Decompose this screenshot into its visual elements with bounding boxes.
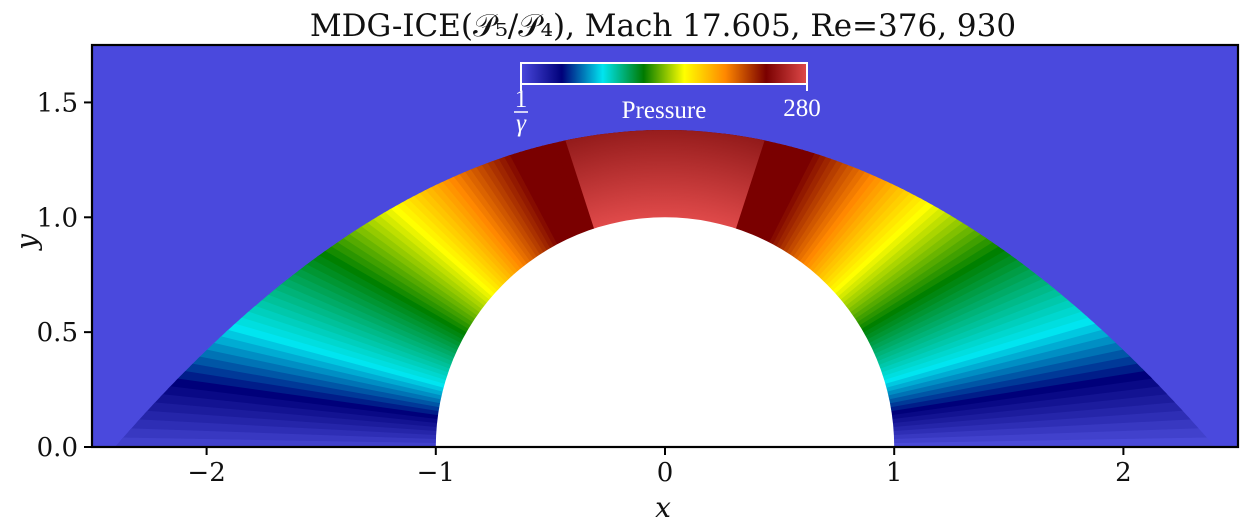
- pressure-wedge: [665, 130, 1216, 447]
- y-tick-label: 0.0: [37, 433, 78, 463]
- pressure-wedge: [114, 130, 665, 447]
- pressure-wedge: [114, 130, 665, 447]
- x-tick-label: 0: [657, 458, 674, 488]
- pressure-wedge: [665, 130, 1216, 447]
- pressure-wedge: [114, 373, 665, 447]
- pressure-wedge: [114, 130, 665, 447]
- pressure-wedge: [114, 130, 665, 447]
- y-axis-label: y: [10, 233, 43, 252]
- pressure-wedge: [114, 130, 665, 447]
- pressure-wedge: [114, 130, 665, 447]
- pressure-wedge: [665, 130, 1216, 447]
- pressure-wedge: [665, 130, 1216, 447]
- pressure-wedge: [114, 132, 665, 447]
- pressure-wedge: [114, 130, 665, 447]
- colorbar-min-numerator: 1: [515, 86, 528, 113]
- colorbar-min-denominator: γ: [516, 110, 527, 137]
- y-axis: 0.0 0.5 1.0 1.5: [37, 88, 92, 463]
- pressure-wedge: [114, 228, 665, 447]
- pressure-wedge: [665, 130, 1216, 447]
- pressure-wedge: [665, 130, 1216, 447]
- pressure-wedge: [114, 130, 665, 447]
- pressure-wedge: [665, 130, 1216, 447]
- pressure-wedge: [114, 130, 665, 447]
- pressure-wedge: [114, 130, 665, 447]
- x-tick-label: −2: [187, 458, 225, 488]
- cylinder-body: [435, 217, 895, 447]
- pressure-wedge: [114, 130, 665, 447]
- pressure-wedge: [114, 130, 665, 447]
- y-tick-label: 0.5: [37, 318, 78, 348]
- pressure-wedge: [114, 130, 665, 447]
- y-tick-label: 1.5: [37, 88, 78, 118]
- pressure-wedge: [114, 130, 665, 447]
- pressure-wedge: [114, 252, 665, 447]
- pressure-wedge: [114, 276, 665, 447]
- x-tick-label: −1: [417, 458, 455, 488]
- pressure-wedge: [114, 130, 665, 447]
- pressure-wedge: [665, 130, 1216, 447]
- pressure-wedge: [665, 130, 1216, 447]
- pressure-wedge: [665, 130, 1216, 447]
- pressure-wedge: [114, 130, 665, 447]
- plot-area: [92, 45, 1238, 447]
- pressure-wedge: [114, 130, 665, 447]
- pressure-wedge: [114, 398, 665, 447]
- pressure-wedge: [114, 130, 665, 447]
- pressure-wedge: [114, 179, 665, 447]
- pressure-wedge: [114, 130, 665, 447]
- pressure-wedge: [114, 203, 665, 447]
- pressure-wedge: [114, 130, 665, 447]
- pressure-wedge: [114, 130, 665, 447]
- colorbar-bar: [520, 62, 808, 85]
- pressure-wedge: [665, 130, 1216, 447]
- colorbar-label: Pressure: [622, 97, 707, 124]
- pressure-wedge: [665, 130, 1216, 447]
- pressure-wedge: [114, 130, 665, 447]
- x-axis-label: x: [655, 491, 671, 524]
- pressure-wedge: [114, 130, 665, 447]
- pressure-wedge: [114, 130, 665, 447]
- pressure-wedge: [114, 130, 665, 447]
- pressure-wedge: [114, 325, 665, 447]
- pressure-wedge: [114, 130, 665, 447]
- x-axis: −2 −1 0 1 2: [187, 447, 1132, 488]
- pressure-wedge: [114, 130, 665, 447]
- pressure-wedge: [114, 130, 665, 447]
- pressure-wedge: [114, 130, 665, 447]
- x-tick-label: 1: [886, 458, 903, 488]
- pressure-wedge: [114, 130, 665, 447]
- pressure-wedge: [114, 130, 665, 447]
- pressure-wedge: [114, 155, 665, 447]
- colorbar: 1 γ Pressure 280: [514, 62, 821, 137]
- x-tick-label: 2: [1115, 458, 1132, 488]
- chart-title: MDG-ICE(𝒫₅/𝒫₄), Mach 17.605, Re=376, 930: [310, 8, 1016, 44]
- pressure-wedge: [114, 130, 665, 447]
- y-tick-label: 1.0: [37, 203, 78, 233]
- pressure-wedge: [114, 349, 665, 447]
- pressure-wedge: [665, 130, 1216, 447]
- pressure-wedge: [665, 130, 1216, 447]
- pressure-wedge: [114, 300, 665, 447]
- colorbar-max-label: 280: [783, 95, 821, 122]
- pressure-wedge: [114, 130, 665, 447]
- pressure-wedge: [665, 130, 1216, 447]
